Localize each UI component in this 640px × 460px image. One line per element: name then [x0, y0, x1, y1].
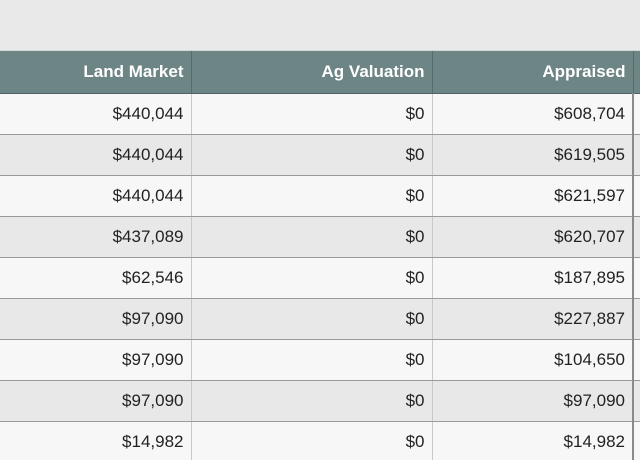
cell-land-market: $97,090 [0, 380, 192, 422]
cell-ag-valuation: $0 [191, 421, 433, 460]
table-row[interactable]: $62,546 $0 $187,895 [0, 257, 640, 299]
cell-ag-valuation: $0 [191, 216, 433, 258]
table-row[interactable]: $440,044 $0 $621,597 [0, 175, 640, 217]
cell-ag-valuation: $0 [191, 134, 433, 176]
cell-overflow [632, 421, 640, 460]
cell-land-market: $97,090 [0, 298, 192, 340]
cell-appraised: $619,505 [432, 134, 634, 176]
cell-appraised: $227,887 [432, 298, 634, 340]
cell-appraised: $608,704 [432, 93, 634, 135]
cell-overflow [632, 134, 640, 176]
table-row[interactable]: $97,090 $0 $97,090 [0, 380, 640, 422]
cell-overflow [632, 175, 640, 217]
cell-land-market: $437,089 [0, 216, 192, 258]
cell-ag-valuation: $0 [191, 93, 433, 135]
table-header-row: Land Market Ag Valuation Appraised [0, 51, 640, 94]
cell-ag-valuation: $0 [191, 380, 433, 422]
cell-appraised: $14,982 [432, 421, 634, 460]
cell-appraised: $97,090 [432, 380, 634, 422]
cell-overflow [632, 339, 640, 381]
table-row[interactable]: $440,044 $0 $619,505 [0, 134, 640, 176]
cell-overflow [632, 257, 640, 299]
cell-land-market: $440,044 [0, 93, 192, 135]
column-header-appraised[interactable]: Appraised [432, 51, 634, 94]
cell-land-market: $440,044 [0, 175, 192, 217]
table-row[interactable]: $14,982 $0 $14,982 [0, 421, 640, 460]
cell-overflow [632, 93, 640, 135]
column-header-ag-valuation[interactable]: Ag Valuation [191, 51, 433, 94]
toolbar-area [0, 0, 640, 51]
table-row[interactable]: $97,090 $0 $104,650 [0, 339, 640, 381]
cell-land-market: $14,982 [0, 421, 192, 460]
cell-overflow [632, 380, 640, 422]
table-row[interactable]: $97,090 $0 $227,887 [0, 298, 640, 340]
column-header-overflow [633, 51, 640, 94]
cell-appraised: $620,707 [432, 216, 634, 258]
cell-ag-valuation: $0 [191, 257, 433, 299]
cell-ag-valuation: $0 [191, 339, 433, 381]
column-header-land-market[interactable]: Land Market [0, 51, 192, 94]
cell-land-market: $97,090 [0, 339, 192, 381]
cell-overflow [632, 298, 640, 340]
appraisal-table: Land Market Ag Valuation Appraised $440,… [0, 51, 640, 460]
cell-appraised: $104,650 [432, 339, 634, 381]
cell-land-market: $440,044 [0, 134, 192, 176]
cell-appraised: $187,895 [432, 257, 634, 299]
cell-overflow [632, 216, 640, 258]
cell-land-market: $62,546 [0, 257, 192, 299]
table-row[interactable]: $437,089 $0 $620,707 [0, 216, 640, 258]
cell-ag-valuation: $0 [191, 175, 433, 217]
cell-appraised: $621,597 [432, 175, 634, 217]
table-row[interactable]: $440,044 $0 $608,704 [0, 93, 640, 135]
cell-ag-valuation: $0 [191, 298, 433, 340]
